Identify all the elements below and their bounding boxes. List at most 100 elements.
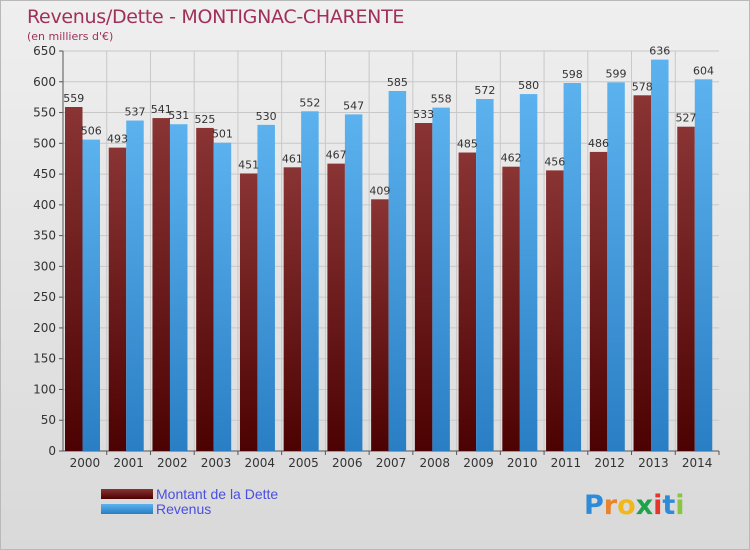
x-tick-label: 2007 [376,456,407,470]
label-revenus-2004: 530 [256,110,277,123]
y-tick-label: 250 [33,290,56,304]
label-dette-2014: 527 [676,112,697,125]
x-tick-label: 2005 [288,456,319,470]
x-tick-label: 2003 [201,456,232,470]
bar-revenus-2012 [607,82,625,451]
bar-dette-2012 [589,151,608,451]
proxiti-logo: Proxiti [584,490,685,521]
bar-revenus-2010 [519,94,538,452]
bar-dette-2006 [327,163,345,451]
bar-dette-2005 [283,167,302,452]
x-tick-label: 2012 [594,456,625,470]
bar-revenus-2003 [213,142,232,451]
x-tick-label: 2001 [113,456,144,470]
legend-swatch-dette [101,489,153,499]
label-revenus-2012: 599 [606,67,627,80]
bar-revenus-2006 [344,114,363,451]
x-tick-label: 2013 [638,456,669,470]
logo-letter: o [617,490,636,521]
y-tick-label: 50 [41,413,56,427]
x-tick-label: 2009 [463,456,494,470]
bar-dette-2008 [414,123,433,451]
label-revenus-2009: 572 [474,84,495,97]
y-tick-label: 650 [33,44,56,58]
legend-label-revenus: Revenus [156,501,212,517]
y-tick-label: 300 [33,259,56,273]
label-dette-2007: 409 [369,184,390,197]
x-tick-label: 2002 [157,456,188,470]
label-revenus-2005: 552 [299,96,320,109]
logo-letter: t [662,490,676,521]
label-dette-2011: 456 [544,155,565,168]
label-revenus-2007: 585 [387,76,408,89]
label-revenus-2014: 604 [693,64,714,77]
x-tick-label: 2011 [551,456,582,470]
logo-letter: i [675,490,685,521]
bar-dette-2014 [677,126,695,451]
label-dette-2006: 467 [326,149,347,162]
x-tick-label: 2010 [507,456,538,470]
label-dette-2009: 485 [457,138,478,151]
bar-revenus-2011 [563,83,582,451]
chart-subtitle: (en milliers d'€) [27,30,114,43]
label-dette-2013: 578 [632,80,653,93]
x-tick-label: 2008 [419,456,450,470]
label-dette-2001: 493 [107,133,128,146]
label-dette-2000: 559 [63,92,84,105]
label-dette-2004: 451 [238,158,259,171]
bar-dette-2004 [239,173,258,451]
label-dette-2005: 461 [282,152,303,165]
bar-revenus-2001 [126,120,144,452]
legend-item-dette: Montant de la Dette [101,486,278,502]
y-tick-label: 150 [33,352,56,366]
y-tick-label: 450 [33,167,56,181]
label-dette-2012: 486 [588,137,609,150]
label-revenus-2000: 506 [81,125,102,138]
chart-title: Revenus/Dette - MONTIGNAC-CHARENTE [27,6,405,28]
bar-revenus-2007 [388,91,407,451]
logo-letter: i [653,490,663,521]
bar-revenus-2009 [476,99,494,451]
label-revenus-2010: 580 [518,79,539,92]
y-tick-label: 350 [33,229,56,243]
legend-item-revenus: Revenus [101,501,211,517]
bar-dette-2007 [371,199,389,451]
label-revenus-2001: 537 [124,106,145,119]
label-revenus-2008: 558 [431,93,452,106]
x-tick-label: 2006 [332,456,363,470]
y-tick-label: 550 [33,106,56,120]
label-revenus-2011: 598 [562,68,583,81]
logo-letter: x [635,490,654,521]
bar-dette-2001 [108,147,127,451]
legend-label-dette: Montant de la Dette [156,486,279,502]
y-tick-label: 400 [33,198,56,212]
bar-revenus-2000 [82,139,100,451]
x-tick-label: 2004 [245,456,276,470]
legend-swatch-revenus [101,504,153,514]
y-tick-label: 200 [33,321,56,335]
label-revenus-2002: 531 [168,109,189,122]
bars [65,59,713,452]
y-tick-label: 0 [48,444,56,458]
bar-revenus-2008 [432,107,450,451]
label-revenus-2013: 636 [649,45,670,58]
bar-revenus-2004 [257,124,275,451]
x-tick-label: 2014 [682,456,713,470]
bar-dette-2000 [65,107,83,451]
bar-revenus-2005 [301,111,319,452]
label-dette-2008: 533 [413,108,434,121]
y-tick-label: 100 [33,382,56,396]
label-dette-2002: 541 [151,103,172,116]
x-tick-label: 2000 [70,456,101,470]
bar-dette-2013 [633,95,652,452]
label-revenus-2003: 501 [212,128,233,141]
logo-letter: P [584,490,604,521]
bar-dette-2002 [152,118,170,452]
bar-revenus-2002 [169,124,188,451]
bar-revenus-2013 [651,59,669,451]
bar-dette-2011 [546,170,564,451]
bar-dette-2009 [458,152,477,452]
